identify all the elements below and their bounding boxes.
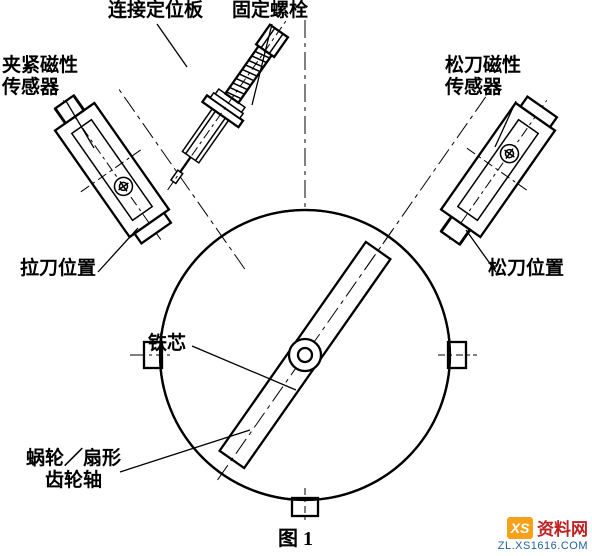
watermark-text1: 资料网: [537, 515, 588, 540]
label-worm: 蜗轮／扇形 齿轮轴: [26, 448, 121, 492]
label-clamp-sensor: 夹紧磁性 传感器: [2, 55, 78, 99]
label-core: 铁芯: [148, 333, 186, 355]
watermark-logo-icon: XS: [507, 517, 533, 539]
label-pull-pos: 拉刀位置: [20, 258, 96, 280]
watermark: XS 资料网 ZL.XS1616.COM: [498, 515, 588, 552]
figure-caption: 图 1: [278, 522, 313, 551]
label-loosen-sensor: 松刀磁性 传感器: [445, 55, 521, 99]
label-conn-plate: 连接定位板: [108, 0, 203, 22]
watermark-text2: ZL.XS1616.COM: [498, 540, 588, 552]
label-fix-bolt: 固定螺栓: [232, 0, 308, 22]
label-loosen-pos: 松刀位置: [488, 258, 564, 280]
